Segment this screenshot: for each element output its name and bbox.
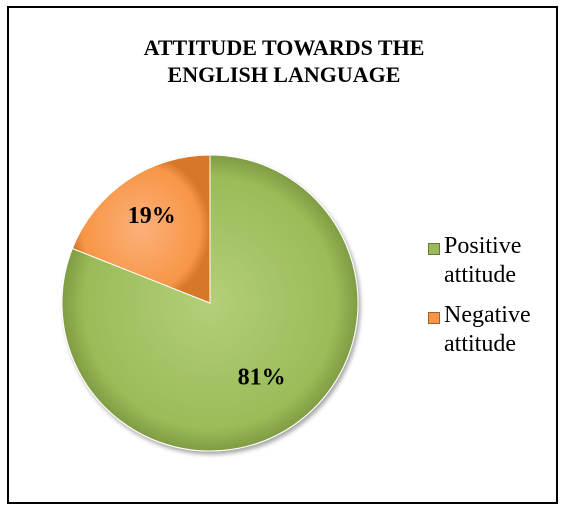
legend-swatch-negative (428, 312, 440, 324)
legend-label-negative-line-2: attitude (444, 331, 516, 357)
legend-label-positive-line-2: attitude (444, 262, 516, 288)
legend-item-negative: Negative attitude (420, 301, 531, 359)
legend-label-positive-line-1: Positive (444, 233, 522, 259)
legend-item-positive: Positive attitude (420, 232, 531, 290)
legend-swatch-positive (428, 243, 440, 255)
pie-slice-negative (71, 154, 211, 304)
chart-title-line-1: ATTITUDE TOWARDS THE (143, 35, 425, 60)
chart-title-line-2: ENGLISH LANGUAGE (167, 62, 401, 87)
legend: Positive attitude Negative attitude (420, 232, 531, 370)
data-label-negative: 19% (128, 203, 176, 229)
data-label-positive: 81% (238, 364, 286, 390)
legend-label-negative-line-1: Negative (444, 302, 531, 328)
